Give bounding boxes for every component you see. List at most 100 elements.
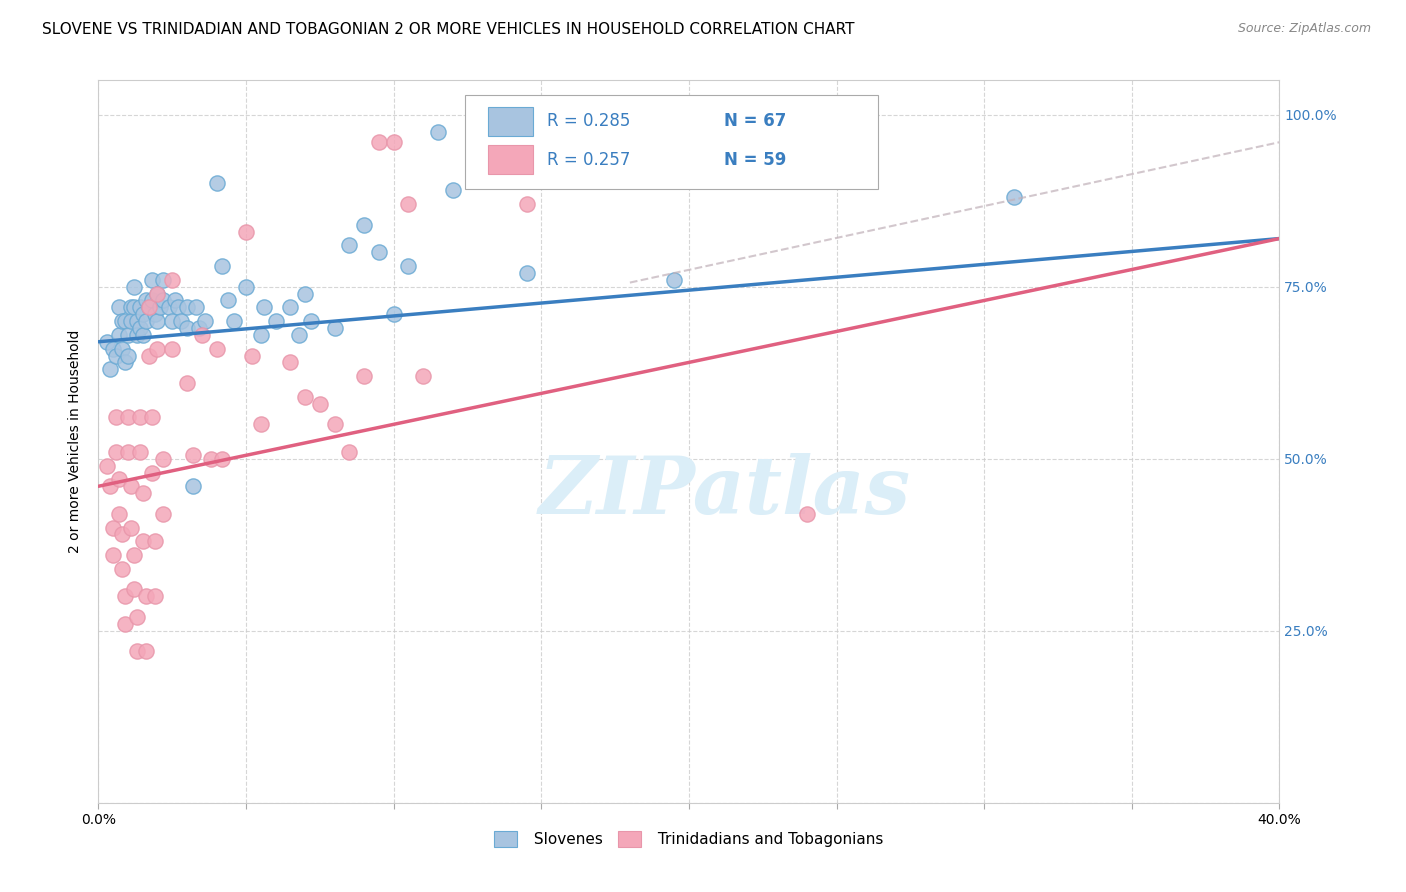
Point <box>132 307 155 321</box>
Point <box>149 301 172 315</box>
Point <box>141 293 163 308</box>
Point <box>162 342 183 356</box>
Point <box>323 321 346 335</box>
Point <box>294 390 316 404</box>
Point <box>184 301 207 315</box>
Point <box>309 397 332 411</box>
Point <box>412 369 434 384</box>
Point <box>117 445 139 459</box>
Point <box>98 479 121 493</box>
Point <box>398 197 420 211</box>
Point <box>128 301 150 315</box>
Point <box>339 445 361 459</box>
Point <box>132 486 155 500</box>
Point <box>105 445 128 459</box>
Point <box>146 286 169 301</box>
Point <box>165 293 187 308</box>
Point <box>114 355 136 369</box>
Point <box>117 327 139 342</box>
Point <box>125 610 148 624</box>
Point <box>125 644 148 658</box>
Point <box>516 266 538 280</box>
Point <box>516 197 538 211</box>
Point <box>141 273 163 287</box>
Point <box>235 225 257 239</box>
Point <box>194 314 217 328</box>
Point <box>288 327 311 342</box>
Point <box>240 349 263 363</box>
Text: R = 0.285: R = 0.285 <box>547 112 630 130</box>
Point <box>235 279 257 293</box>
Point <box>111 314 134 328</box>
Point <box>111 562 134 576</box>
Point <box>120 314 142 328</box>
Point <box>205 177 228 191</box>
Point <box>427 125 450 139</box>
Point <box>125 327 148 342</box>
Point <box>441 183 464 197</box>
Point <box>339 238 361 252</box>
Point <box>146 286 169 301</box>
Legend:  Slovenes,  Trinidadians and Tobagonians: Slovenes, Trinidadians and Tobagonians <box>488 825 890 853</box>
Point <box>382 307 405 321</box>
Point <box>200 451 222 466</box>
Point <box>253 301 276 315</box>
Text: SLOVENE VS TRINIDADIAN AND TOBAGONIAN 2 OR MORE VEHICLES IN HOUSEHOLD CORRELATIO: SLOVENE VS TRINIDADIAN AND TOBAGONIAN 2 … <box>42 22 855 37</box>
Point <box>125 314 148 328</box>
Point <box>108 507 131 521</box>
Point <box>250 327 273 342</box>
Point <box>398 259 420 273</box>
Point <box>135 314 157 328</box>
Point <box>128 410 150 425</box>
Point <box>224 314 246 328</box>
FancyBboxPatch shape <box>488 107 533 136</box>
Point <box>368 245 391 260</box>
Point <box>138 349 160 363</box>
Point <box>250 417 273 432</box>
Point <box>103 548 125 562</box>
Point <box>382 135 405 149</box>
Point <box>103 520 125 534</box>
Point <box>167 301 190 315</box>
Point <box>135 644 157 658</box>
Text: Source: ZipAtlas.com: Source: ZipAtlas.com <box>1237 22 1371 36</box>
Point <box>138 301 160 315</box>
Point <box>114 590 136 604</box>
Point <box>117 410 139 425</box>
Point <box>211 451 233 466</box>
Text: N = 59: N = 59 <box>724 151 787 169</box>
Point <box>122 582 145 597</box>
Point <box>353 369 375 384</box>
Point <box>117 349 139 363</box>
Point <box>96 458 118 473</box>
Point <box>152 507 174 521</box>
Point <box>152 293 174 308</box>
Point <box>108 327 131 342</box>
Text: ZIPatlas: ZIPatlas <box>538 453 911 531</box>
Point <box>132 327 155 342</box>
Point <box>114 616 136 631</box>
Point <box>162 314 183 328</box>
Point <box>205 342 228 356</box>
Point <box>143 590 166 604</box>
Y-axis label: 2 or more Vehicles in Household: 2 or more Vehicles in Household <box>69 330 83 553</box>
FancyBboxPatch shape <box>464 95 877 189</box>
Point <box>187 321 209 335</box>
Point <box>152 273 174 287</box>
Point <box>135 293 157 308</box>
Point <box>132 534 155 549</box>
Point <box>323 417 346 432</box>
Point <box>111 342 134 356</box>
Point <box>664 273 686 287</box>
Point <box>105 349 128 363</box>
Point <box>143 307 166 321</box>
Point <box>294 286 316 301</box>
Point <box>105 410 128 425</box>
Point <box>108 301 131 315</box>
Point <box>152 451 174 466</box>
Point <box>191 327 214 342</box>
Point <box>211 259 233 273</box>
Point <box>181 479 204 493</box>
Point <box>128 321 150 335</box>
Point <box>143 534 166 549</box>
